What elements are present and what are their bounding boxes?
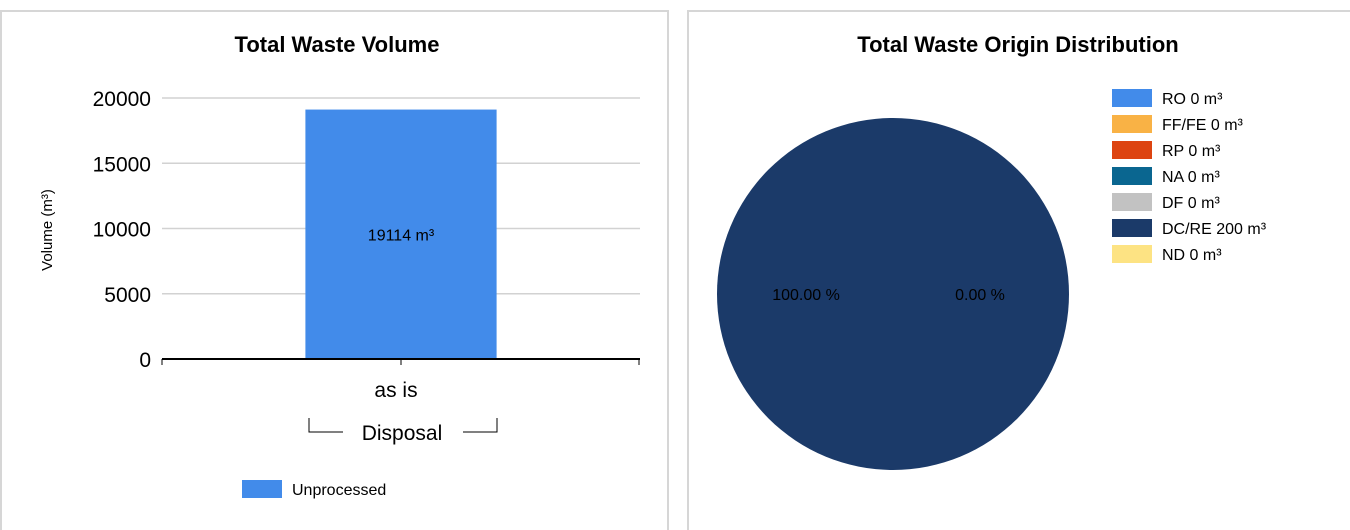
x-category-label: as is xyxy=(374,379,417,402)
waste-volume-chart: Total Waste Volume 05000100001500020000 … xyxy=(39,32,640,499)
pie-slices xyxy=(717,118,1069,470)
pie-data-label-2: 0.00 % xyxy=(955,287,1005,304)
x-group-label: Disposal xyxy=(362,422,443,445)
y-tick-label: 5000 xyxy=(104,284,151,307)
y-axis-label: Volume (m³) xyxy=(39,189,56,271)
legend-swatch xyxy=(1112,245,1152,263)
legend-label-unprocessed: Unprocessed xyxy=(292,482,386,499)
legend-label: DC/RE 200 m³ xyxy=(1162,221,1267,238)
group-bracket-left xyxy=(308,418,343,433)
legend-label: NA 0 m³ xyxy=(1162,169,1220,186)
legend-swatch xyxy=(1112,193,1152,211)
pie-slice[interactable] xyxy=(717,118,1069,470)
legend-swatch xyxy=(1112,115,1152,133)
legend-swatch xyxy=(1112,89,1152,107)
legend-label: FF/FE 0 m³ xyxy=(1162,117,1244,134)
legend-swatch-unprocessed xyxy=(242,480,282,498)
group-bracket-right xyxy=(463,418,498,433)
y-tick-label: 20000 xyxy=(93,88,151,111)
pie-data-label-1: 100.00 % xyxy=(772,287,840,304)
bar-series: 19114 m³ xyxy=(305,109,497,359)
bar[interactable] xyxy=(305,109,497,359)
y-tick-label: 10000 xyxy=(93,219,151,242)
pie-chart-title: Total Waste Origin Distribution xyxy=(857,32,1178,57)
legend-swatch xyxy=(1112,219,1152,237)
legend-label: ND 0 m³ xyxy=(1162,247,1222,264)
bar-data-label: 19114 m³ xyxy=(368,227,435,244)
y-axis-ticks: 0 5000 10000 15000 20000 xyxy=(93,88,151,372)
bar-chart-title: Total Waste Volume xyxy=(235,32,440,57)
pie-legend: RO 0 m³ FF/FE 0 m³ RP 0 m³ NA 0 m³ DF 0 m³ DC… xyxy=(1112,89,1267,264)
y-tick-label: 15000 xyxy=(93,153,151,176)
legend-label: RO 0 m³ xyxy=(1162,91,1223,108)
legend-swatch xyxy=(1112,167,1152,185)
legend-label: DF 0 m³ xyxy=(1162,195,1220,212)
legend-swatch xyxy=(1112,141,1152,159)
y-tick-label: 0 xyxy=(139,349,151,372)
legend-label: RP 0 m³ xyxy=(1162,143,1221,160)
